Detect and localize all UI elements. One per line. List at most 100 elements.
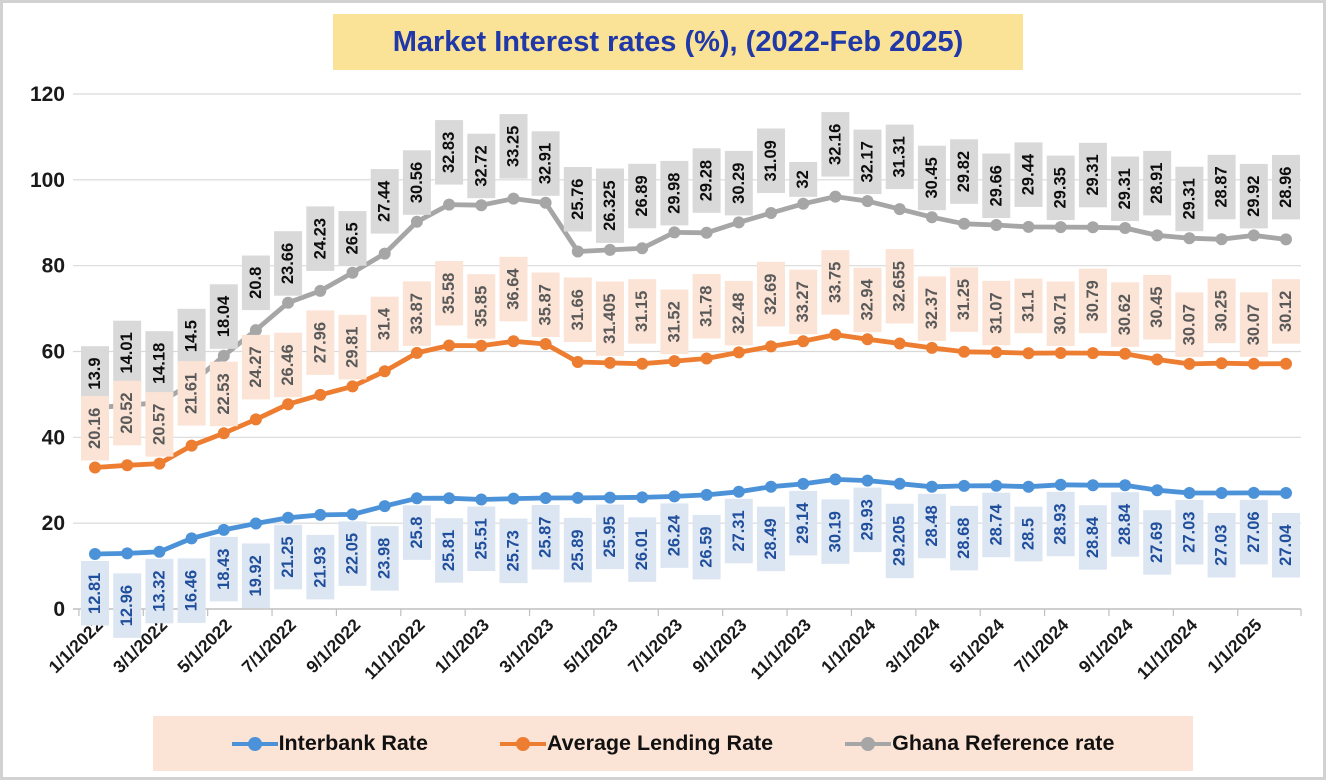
svg-text:28.96: 28.96 — [1277, 167, 1295, 208]
chart-legend: Interbank Rate Average Lending Rate Ghan… — [153, 716, 1193, 771]
svg-text:33.27: 33.27 — [794, 281, 812, 322]
svg-text:31.1: 31.1 — [1020, 290, 1038, 322]
svg-text:32.69: 32.69 — [762, 274, 780, 315]
svg-text:29.82: 29.82 — [955, 151, 973, 192]
svg-text:31.405: 31.405 — [601, 293, 619, 343]
svg-text:11/1/2023: 11/1/2023 — [746, 614, 815, 683]
svg-text:5/1/2023: 5/1/2023 — [560, 615, 622, 677]
svg-text:30.29: 30.29 — [730, 163, 748, 204]
svg-text:5/1/2022: 5/1/2022 — [173, 615, 235, 677]
svg-text:32.48: 32.48 — [730, 293, 748, 334]
svg-text:29.93: 29.93 — [859, 499, 877, 540]
line-marker-icon — [499, 736, 546, 751]
svg-text:24.27: 24.27 — [247, 346, 265, 387]
svg-text:9/1/2024: 9/1/2024 — [1075, 615, 1137, 677]
chart-title: Market Interest rates (%), (2022-Feb 202… — [333, 14, 1023, 70]
svg-text:29.81: 29.81 — [344, 327, 362, 368]
svg-text:20.16: 20.16 — [86, 408, 104, 449]
svg-text:24.23: 24.23 — [311, 218, 329, 259]
svg-text:11/1/2022: 11/1/2022 — [360, 614, 429, 683]
svg-text:28.48: 28.48 — [923, 505, 941, 546]
legend-label-average-lending-rate: Average Lending Rate — [546, 731, 774, 755]
svg-text:30.19: 30.19 — [826, 511, 844, 552]
svg-text:27.69: 27.69 — [1148, 522, 1166, 563]
svg-text:29.28: 29.28 — [698, 160, 716, 201]
svg-text:9/1/2022: 9/1/2022 — [302, 615, 364, 677]
svg-text:26.89: 26.89 — [633, 175, 651, 216]
legend-item-ghana-reference-rate: Ghana Reference rate — [845, 731, 1114, 756]
svg-text:80: 80 — [42, 255, 65, 278]
svg-text:27.44: 27.44 — [376, 180, 394, 222]
svg-text:14.01: 14.01 — [118, 332, 136, 373]
svg-text:29.31: 29.31 — [1180, 178, 1198, 219]
svg-text:30.45: 30.45 — [1148, 287, 1166, 328]
svg-text:25.76: 25.76 — [569, 179, 587, 220]
svg-text:29.66: 29.66 — [987, 165, 1005, 206]
svg-text:25.87: 25.87 — [537, 517, 555, 558]
svg-text:32.94: 32.94 — [859, 278, 877, 320]
legend-label-interbank-rate: Interbank Rate — [278, 731, 428, 755]
svg-text:29.44: 29.44 — [1020, 153, 1038, 195]
svg-text:30.56: 30.56 — [408, 162, 426, 203]
svg-text:20: 20 — [42, 512, 65, 535]
svg-text:23.98: 23.98 — [376, 538, 394, 579]
svg-text:29.205: 29.205 — [891, 516, 909, 566]
svg-text:29.14: 29.14 — [794, 502, 812, 544]
svg-text:23.66: 23.66 — [279, 243, 297, 284]
svg-text:19.92: 19.92 — [247, 555, 265, 596]
svg-text:26.24: 26.24 — [665, 514, 683, 556]
svg-text:11/1/2024: 11/1/2024 — [1133, 614, 1202, 683]
svg-text:30.79: 30.79 — [1084, 280, 1102, 321]
svg-text:30.07: 30.07 — [1180, 304, 1198, 345]
svg-text:0: 0 — [53, 598, 65, 621]
svg-text:7/1/2022: 7/1/2022 — [238, 615, 300, 677]
svg-text:26.46: 26.46 — [279, 344, 297, 385]
svg-text:22.53: 22.53 — [215, 373, 233, 414]
svg-text:21.93: 21.93 — [311, 546, 329, 587]
svg-text:14.5: 14.5 — [183, 320, 201, 352]
svg-text:31.31: 31.31 — [891, 136, 909, 177]
svg-text:25.95: 25.95 — [601, 516, 619, 557]
svg-text:32.17: 32.17 — [859, 141, 877, 182]
svg-text:30.71: 30.71 — [1052, 293, 1070, 334]
svg-text:16.46: 16.46 — [183, 570, 201, 611]
svg-text:28.87: 28.87 — [1213, 166, 1231, 207]
svg-text:32.16: 32.16 — [826, 124, 844, 165]
svg-text:28.84: 28.84 — [1116, 503, 1134, 545]
svg-text:32: 32 — [794, 170, 812, 188]
svg-text:60: 60 — [42, 341, 65, 364]
svg-text:30.07: 30.07 — [1245, 304, 1263, 345]
svg-text:27.03: 27.03 — [1213, 525, 1231, 566]
svg-text:12.96: 12.96 — [118, 585, 136, 626]
svg-text:31.07: 31.07 — [987, 292, 1005, 333]
svg-text:32.91: 32.91 — [537, 143, 555, 184]
svg-text:33.87: 33.87 — [408, 293, 426, 334]
svg-text:28.74: 28.74 — [987, 503, 1005, 545]
svg-text:100: 100 — [30, 169, 65, 192]
svg-text:32.37: 32.37 — [923, 288, 941, 329]
svg-text:27.03: 27.03 — [1180, 512, 1198, 553]
svg-text:27.31: 27.31 — [730, 510, 748, 551]
svg-text:14.18: 14.18 — [150, 343, 168, 384]
svg-text:32.72: 32.72 — [472, 145, 490, 186]
svg-text:18.43: 18.43 — [215, 549, 233, 590]
svg-text:29.31: 29.31 — [1084, 154, 1102, 195]
svg-text:3/1/2024: 3/1/2024 — [881, 615, 943, 677]
line-marker-icon — [231, 736, 278, 751]
svg-text:3/1/2023: 3/1/2023 — [495, 615, 557, 677]
svg-text:120: 120 — [30, 83, 65, 106]
svg-text:31.52: 31.52 — [665, 301, 683, 342]
svg-text:18.04: 18.04 — [215, 295, 233, 337]
svg-text:28.84: 28.84 — [1084, 516, 1102, 558]
svg-text:26.01: 26.01 — [633, 529, 651, 570]
svg-text:25.51: 25.51 — [472, 518, 490, 559]
line-marker-icon — [845, 736, 892, 751]
svg-text:32.83: 32.83 — [440, 132, 458, 173]
svg-text:30.25: 30.25 — [1213, 290, 1231, 331]
svg-text:28.5: 28.5 — [1020, 518, 1038, 550]
legend-item-average-lending-rate: Average Lending Rate — [499, 731, 774, 756]
svg-text:31.4: 31.4 — [376, 307, 394, 340]
legend-label-ghana-reference-rate: Ghana Reference rate — [892, 731, 1115, 755]
svg-text:12.81: 12.81 — [86, 573, 104, 614]
